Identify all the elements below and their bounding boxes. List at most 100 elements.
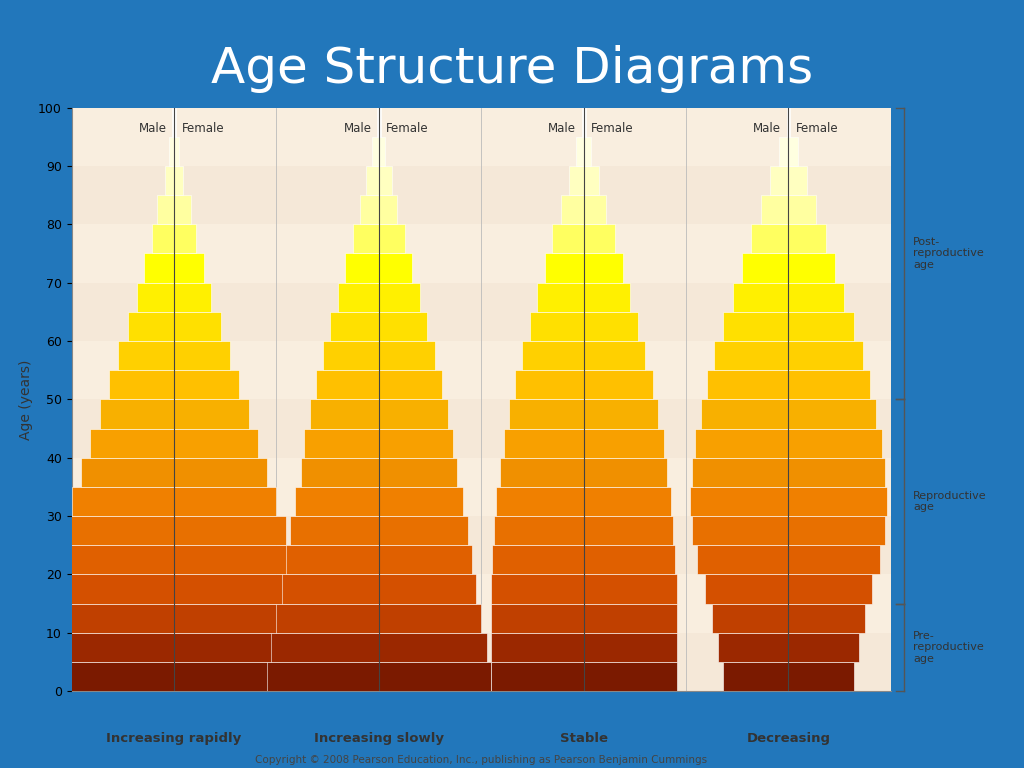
Bar: [174, 487, 276, 516]
Bar: [379, 253, 413, 283]
Bar: [691, 516, 788, 545]
Bar: [584, 312, 638, 341]
Bar: [301, 458, 379, 487]
Bar: [788, 633, 859, 662]
Bar: [373, 137, 379, 166]
Bar: [72, 166, 891, 224]
Bar: [6, 662, 174, 691]
Bar: [788, 195, 816, 224]
Bar: [35, 604, 174, 633]
Bar: [345, 253, 379, 283]
Bar: [577, 137, 584, 166]
Bar: [495, 516, 584, 545]
Bar: [584, 633, 677, 662]
Bar: [174, 604, 313, 633]
Bar: [695, 429, 788, 458]
Bar: [584, 224, 615, 253]
Bar: [552, 224, 584, 253]
Bar: [290, 516, 379, 545]
Bar: [331, 312, 379, 341]
Bar: [366, 166, 379, 195]
Bar: [379, 487, 463, 516]
Bar: [538, 283, 584, 312]
Bar: [723, 312, 788, 341]
Bar: [379, 633, 486, 662]
Bar: [584, 458, 668, 487]
Bar: [169, 137, 174, 166]
Bar: [174, 458, 267, 487]
Bar: [44, 574, 174, 604]
Bar: [360, 195, 379, 224]
Bar: [379, 195, 397, 224]
Bar: [707, 370, 788, 399]
Bar: [276, 604, 379, 633]
Bar: [582, 108, 584, 137]
Bar: [752, 224, 788, 253]
Bar: [72, 574, 891, 633]
Bar: [718, 633, 788, 662]
Bar: [584, 516, 673, 545]
Bar: [379, 458, 457, 487]
Bar: [584, 429, 664, 458]
Bar: [788, 399, 876, 429]
Bar: [379, 137, 385, 166]
Bar: [714, 341, 788, 370]
Text: Male: Male: [548, 122, 577, 135]
Bar: [379, 545, 472, 574]
Bar: [788, 604, 865, 633]
Bar: [379, 604, 481, 633]
Bar: [490, 604, 584, 633]
Bar: [788, 516, 886, 545]
Bar: [304, 429, 379, 458]
Text: Male: Male: [138, 122, 167, 135]
Text: Stable: Stable: [560, 732, 607, 745]
Bar: [379, 662, 490, 691]
Bar: [584, 283, 630, 312]
Bar: [379, 312, 427, 341]
Bar: [379, 341, 435, 370]
Bar: [788, 224, 825, 253]
Bar: [315, 370, 379, 399]
Bar: [788, 253, 835, 283]
Bar: [788, 429, 882, 458]
Text: Post-
reproductive
age: Post- reproductive age: [913, 237, 984, 270]
Bar: [174, 429, 258, 458]
Text: Male: Male: [753, 122, 781, 135]
Text: Increasing slowly: Increasing slowly: [314, 732, 443, 745]
Bar: [353, 224, 379, 253]
Text: Male: Male: [343, 122, 372, 135]
Bar: [144, 253, 174, 283]
Bar: [152, 224, 174, 253]
Bar: [377, 108, 379, 137]
Bar: [379, 574, 476, 604]
Bar: [72, 399, 891, 458]
Bar: [267, 662, 379, 691]
Bar: [723, 662, 788, 691]
Bar: [690, 487, 788, 516]
Bar: [786, 108, 788, 137]
Bar: [509, 399, 584, 429]
Text: Female: Female: [181, 122, 224, 135]
Bar: [561, 195, 584, 224]
Bar: [497, 487, 584, 516]
Y-axis label: Age (years): Age (years): [18, 359, 33, 439]
Bar: [788, 108, 791, 137]
Bar: [165, 166, 174, 195]
Bar: [128, 312, 174, 341]
Bar: [788, 574, 872, 604]
Bar: [53, 545, 174, 574]
Bar: [174, 253, 204, 283]
Bar: [379, 429, 454, 458]
Bar: [584, 545, 675, 574]
Bar: [732, 283, 788, 312]
Bar: [174, 399, 249, 429]
Text: Female: Female: [386, 122, 429, 135]
Text: Reproductive
age: Reproductive age: [913, 491, 987, 512]
Bar: [310, 399, 379, 429]
Bar: [137, 283, 174, 312]
Bar: [174, 545, 295, 574]
Bar: [338, 283, 379, 312]
Bar: [72, 224, 891, 283]
Text: Age Structure Diagrams: Age Structure Diagrams: [211, 45, 813, 93]
Bar: [72, 516, 891, 574]
